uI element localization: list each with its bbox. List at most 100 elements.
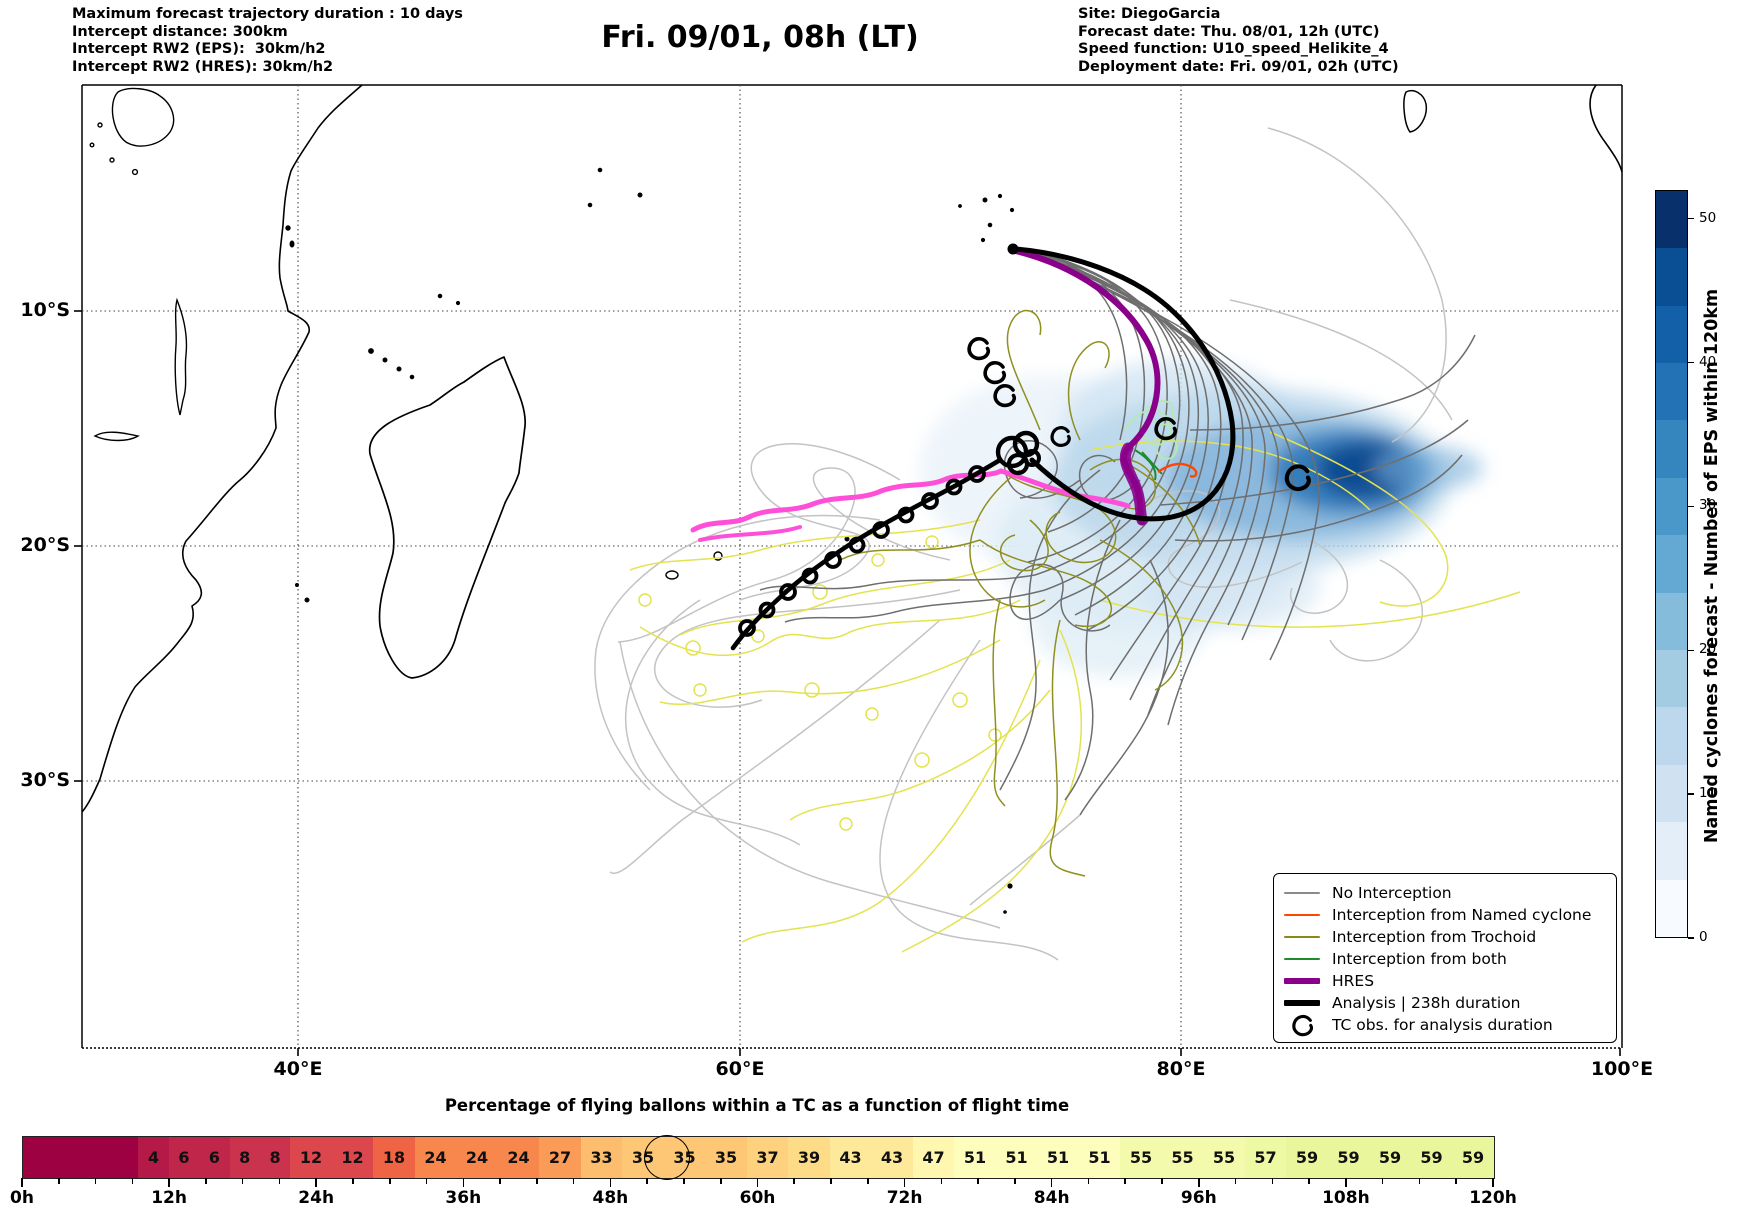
flight-bar-segment: 18 (373, 1137, 415, 1178)
flight-bar-tickmark (1087, 1178, 1090, 1184)
legend-item: No Interception (1284, 882, 1606, 904)
lakes (89, 87, 188, 442)
flight-bar-tickmark (462, 1178, 465, 1187)
legend-item-label: TC obs. for analysis duration (1332, 1016, 1553, 1034)
legend-item-label: Analysis | 238h duration (1332, 994, 1521, 1012)
colorbar-segment (1656, 190, 1687, 249)
flight-bar-tickmark (1050, 1178, 1053, 1187)
flight-bar-tickmark (1271, 1178, 1274, 1184)
flight-bar-segment: 51 (1078, 1137, 1121, 1178)
flight-bar-segment: 43 (871, 1137, 913, 1178)
flight-bar-time-label: 24h (298, 1188, 335, 1208)
flight-bar-segment: 51 (995, 1137, 1038, 1178)
colorbar-tick-label: 30 (1699, 497, 1717, 514)
flight-bar-segment (42, 1137, 62, 1178)
tc-obs-icon (1284, 1013, 1320, 1037)
legend-item-label: No Interception (1332, 884, 1452, 902)
flight-bar-tickmark (1234, 1178, 1237, 1184)
flight-bar-time-label: 72h (886, 1188, 923, 1208)
flight-bar-tickmark (278, 1178, 281, 1184)
flight-bar-tickmark (205, 1178, 207, 1184)
flight-bar-segment: 51 (954, 1137, 996, 1178)
flight-bar-tickmark (1308, 1178, 1310, 1184)
flight-bar-tickmark (756, 1178, 759, 1187)
legend-line (1284, 978, 1320, 984)
flight-bar-time-label: 12h (151, 1188, 187, 1208)
flight-bar-segment (61, 1137, 81, 1178)
tc-obs-symbols (967, 336, 1309, 914)
info-line: Deployment date: Fri. 09/01, 02h (UTC) (1078, 58, 1399, 75)
lon-tick-label: 100°E (1590, 1058, 1654, 1080)
small-islands (285, 84, 1623, 603)
legend-line-swatch (1284, 936, 1320, 938)
legend-line (1284, 936, 1320, 938)
flight-bar-tickmark (1345, 1178, 1347, 1187)
info-line: Intercept RW2 (EPS): 30km/h2 (72, 41, 326, 57)
flight-bar-segment: 59 (1410, 1137, 1453, 1178)
colorbar-tick-label: 50 (1699, 209, 1717, 226)
flight-bar-segment: 12 (290, 1137, 332, 1178)
madagascar (368, 356, 526, 679)
flight-bar-segment: 57 (1244, 1137, 1287, 1178)
lat-tick-label: 20°S (20, 534, 70, 556)
flight-bar-tickmark (1124, 1178, 1127, 1184)
flight-bar-tickmark (241, 1178, 244, 1184)
flight-bar-time-label: 84h (1033, 1188, 1070, 1208)
flight-bar-segment (23, 1137, 43, 1178)
lon-tick-label: 80°E (1156, 1058, 1206, 1080)
lon-tick-label: 40°E (273, 1058, 323, 1080)
flight-bar-segment: 35 (705, 1137, 747, 1178)
legend-item-label: HRES (1332, 972, 1375, 990)
colorbar-segment (1656, 535, 1687, 593)
colorbar-segment (1656, 707, 1687, 765)
legend-line (1284, 1000, 1320, 1006)
flight-bar-segment: 4 (138, 1137, 169, 1178)
colorbar-tickmark (1688, 937, 1694, 939)
flight-bar-segment: 55 (1161, 1137, 1204, 1178)
flight-bar-tickmark (499, 1178, 501, 1184)
flight-bar-segment: 6 (168, 1137, 200, 1178)
flight-bar-time-label: 60h (739, 1188, 776, 1208)
axis-ticks (74, 310, 1621, 1056)
legend-item: Analysis | 238h duration (1284, 992, 1606, 1014)
flight-bar-tickmark (536, 1178, 538, 1184)
flight-bar-tickmark (1161, 1178, 1163, 1184)
flight-bar-segment: 59 (1452, 1137, 1494, 1178)
flight-bar-tickmark (867, 1178, 869, 1184)
legend-item: TC obs. for analysis duration (1284, 1013, 1606, 1037)
colorbar-segment (1656, 879, 1687, 937)
flight-bar-segment: 27 (539, 1137, 581, 1178)
legend-item-label: Interception from both (1332, 950, 1507, 968)
trajectories-yellow (629, 431, 1521, 953)
flight-bar-segment: 24 (414, 1137, 457, 1178)
legend-line-swatch (1284, 1000, 1320, 1006)
colorbar-segment (1656, 764, 1687, 823)
colorbar-segment (1656, 477, 1687, 536)
flight-bar-time-label: 48h (592, 1188, 629, 1208)
flight-bar-segment: 8 (229, 1137, 260, 1178)
flight-bar-title: Percentage of flying ballons within a TC… (444, 1096, 1070, 1115)
trajectories-no-interception (759, 248, 1476, 816)
site-info-block: Site: DiegoGarcia Forecast date: Thu. 08/… (1078, 6, 1399, 76)
density-colorbar (1655, 190, 1688, 938)
legend-line (1284, 958, 1320, 960)
lon-tick-label: 60°E (715, 1058, 765, 1080)
colorbar-tick-label: 40 (1699, 353, 1717, 370)
trajectory-analysis (730, 243, 1236, 651)
legend-item: HRES (1284, 970, 1606, 992)
colorbar-segment (1656, 650, 1687, 708)
map-legend: No Interception Interception from Named c… (1273, 873, 1617, 1043)
trajectories-light-gray (594, 127, 1453, 961)
flight-bar-segment: 55 (1120, 1137, 1162, 1178)
flight-bar-tickmark (1381, 1178, 1384, 1184)
flight-bar-time-label: 96h (1180, 1188, 1217, 1208)
flight-bar-tickmark (1014, 1178, 1016, 1184)
legend-item-label: Interception from Trochoid (1332, 928, 1537, 946)
flight-bar-segment (99, 1137, 120, 1178)
circled-value-marker (643, 1135, 690, 1180)
flight-bar-segment: 24 (497, 1137, 540, 1178)
flight-time-bar: 4 6 6 8 8 12 12 18 24 24 24 27 33 35 35 35 37 39 43 43 47 51 5… (22, 1136, 1495, 1179)
flight-bar-tickmark (940, 1178, 943, 1184)
info-line: Maximum forecast trajectory duration : 1… (72, 6, 463, 22)
africa-coastline (81, 84, 363, 813)
